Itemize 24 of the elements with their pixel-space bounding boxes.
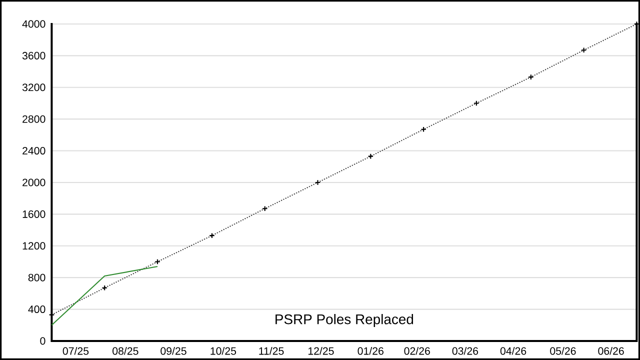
x-tick-label: 03/26	[452, 347, 478, 355]
x-tick-label: 12/25	[308, 347, 334, 355]
x-tick-label: 01/26	[358, 347, 384, 355]
y-tick-label: 0	[40, 337, 46, 345]
x-tick-label: 08/25	[112, 347, 138, 355]
y-tick-label: 3600	[22, 52, 46, 60]
x-tick-label: 09/25	[160, 347, 186, 355]
y-tick-label: 3200	[22, 84, 46, 92]
x-tick-label: 06/26	[598, 347, 624, 355]
x-tick-label: 07/25	[62, 347, 89, 355]
x-tick-label: 11/25	[259, 347, 284, 355]
y-tick-label: 800	[28, 274, 46, 282]
y-tick-label: 2400	[22, 147, 46, 155]
y-tick-label: 400	[28, 306, 46, 314]
y-tick-label: 2000	[22, 178, 46, 186]
y-tick-label: 2800	[22, 115, 46, 123]
x-tick-label: 04/26	[500, 347, 526, 355]
y-tick-label: 4000	[22, 20, 46, 28]
x-tick-label: 10/25	[210, 347, 236, 355]
y-tick-label: 1200	[22, 242, 46, 250]
x-tick-label: 02/26	[404, 347, 430, 355]
text: PSRP Poles Replaced	[276, 314, 414, 327]
x-tick-label: 05/26	[550, 347, 576, 355]
y-tick-label: 1600	[22, 210, 46, 218]
